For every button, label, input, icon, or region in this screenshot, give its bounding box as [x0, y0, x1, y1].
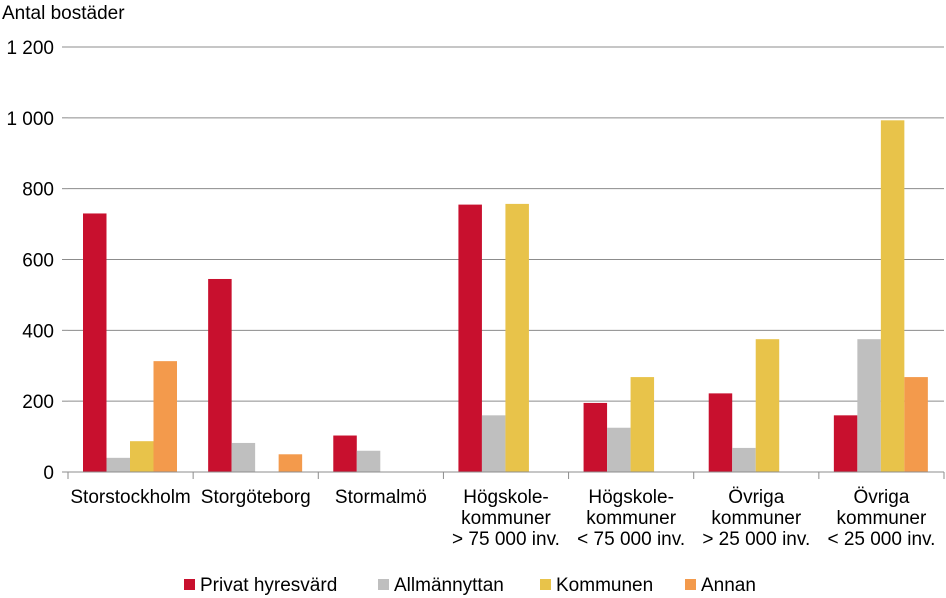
- category-label: Högskole-kommuner > 75 000 inv.: [452, 487, 560, 550]
- legend-label: Annan: [701, 575, 756, 596]
- bar: [208, 278, 232, 472]
- bar: [458, 204, 482, 472]
- legend-swatch: [540, 579, 551, 590]
- legend-item: Allmännyttan: [378, 575, 504, 596]
- legend-swatch: [184, 579, 195, 590]
- bar: [857, 339, 881, 472]
- y-tick-label: 0: [43, 463, 54, 484]
- legend-item: Privat hyresvärd: [184, 575, 337, 596]
- bar: [231, 442, 256, 472]
- bar: [505, 203, 529, 473]
- legend-label: Allmännyttan: [394, 575, 504, 596]
- legend-label: Privat hyresvärd: [200, 575, 337, 596]
- category-label: Storgöteborg: [201, 487, 311, 508]
- y-tick-label: 200: [22, 392, 54, 413]
- y-tick-label: 1 000: [6, 109, 54, 130]
- bar: [732, 447, 756, 472]
- bar: [607, 427, 631, 472]
- legend-swatch: [378, 579, 389, 590]
- y-axis-title: Antal bostäder: [2, 3, 125, 24]
- y-tick-label: 600: [22, 251, 54, 272]
- bar: [278, 454, 303, 472]
- legend-label: Kommunen: [556, 575, 653, 596]
- bar: [708, 393, 733, 472]
- bar: [833, 415, 858, 472]
- bar: [481, 415, 506, 472]
- bar: [356, 450, 381, 472]
- category-label: Övriga kommuner < 25 000 inv.: [827, 487, 935, 550]
- bar: [630, 377, 655, 472]
- legend: Privat hyresvärd Allmännyttan Kommunen Anna…: [184, 575, 756, 596]
- bar: [130, 441, 154, 472]
- bar: [755, 339, 780, 472]
- x-axis: [67, 471, 945, 479]
- bar: [880, 120, 905, 472]
- bar: [583, 402, 608, 472]
- category-labels: Storstockholm Storgöteborg Stormalmö Högsko…: [70, 487, 935, 550]
- legend-item: Annan: [685, 575, 756, 596]
- y-tick-label: 400: [22, 321, 54, 342]
- bar: [333, 435, 357, 472]
- bar: [106, 457, 130, 472]
- y-tick-label: 800: [22, 180, 54, 201]
- category-label: Högskole-kommuner < 75 000 inv.: [577, 487, 685, 550]
- y-axis-ticks: 0 200 400 600 800 1 000 1 200: [6, 38, 68, 484]
- category-label: Stormalmö: [335, 487, 427, 508]
- bars: [83, 120, 928, 473]
- legend-swatch: [685, 579, 696, 590]
- bar: [153, 361, 177, 472]
- bar: [904, 377, 928, 472]
- legend-item: Kommunen: [540, 575, 653, 596]
- bar: [83, 213, 107, 473]
- category-label: Övriga kommuner > 25 000 inv.: [702, 487, 810, 550]
- y-tick-label: 1 200: [6, 38, 54, 59]
- category-label: Storstockholm: [70, 487, 190, 508]
